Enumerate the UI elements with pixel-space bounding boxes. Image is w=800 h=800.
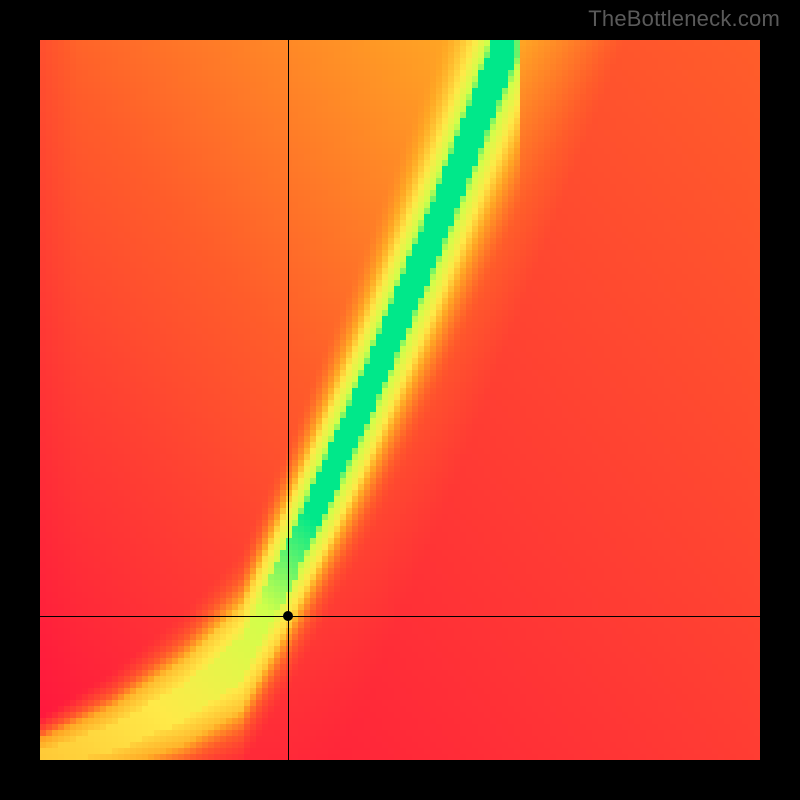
crosshair-vertical [288,40,289,760]
marker-point [283,611,293,621]
watermark-text: TheBottleneck.com [588,6,780,32]
plot-area [40,40,760,760]
crosshair-horizontal [40,616,760,617]
heatmap-canvas [40,40,760,760]
chart-container: TheBottleneck.com [0,0,800,800]
